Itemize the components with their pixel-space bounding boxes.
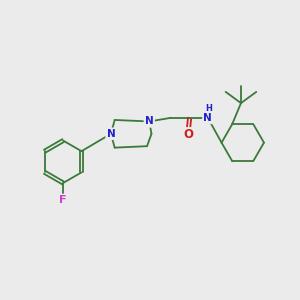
Text: N: N <box>203 113 212 123</box>
Text: N: N <box>106 129 116 139</box>
Text: O: O <box>183 128 193 142</box>
Text: H: H <box>205 104 212 113</box>
Text: N: N <box>145 116 154 126</box>
Text: F: F <box>59 195 67 205</box>
